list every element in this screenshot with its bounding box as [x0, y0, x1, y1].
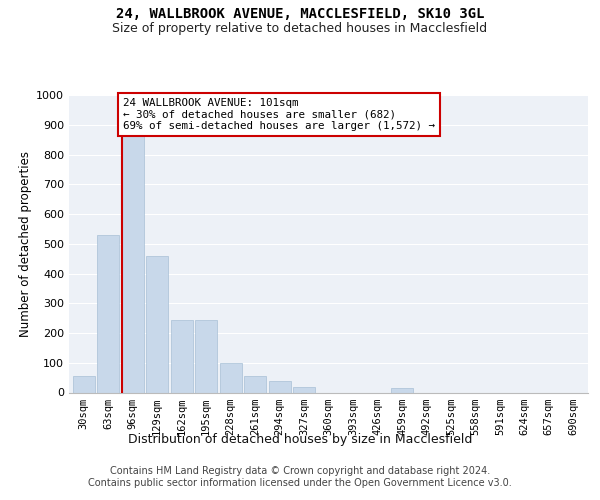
Text: Contains public sector information licensed under the Open Government Licence v3: Contains public sector information licen… [88, 478, 512, 488]
Bar [293, 387, 315, 392]
Text: 24, WALLBROOK AVENUE, MACCLESFIELD, SK10 3GL: 24, WALLBROOK AVENUE, MACCLESFIELD, SK10… [116, 8, 484, 22]
Y-axis label: Number of detached properties: Number of detached properties [19, 151, 32, 337]
Text: Contains HM Land Registry data © Crown copyright and database right 2024.: Contains HM Land Registry data © Crown c… [110, 466, 490, 476]
Text: Distribution of detached houses by size in Macclesfield: Distribution of detached houses by size … [128, 432, 472, 446]
Bar [97, 235, 119, 392]
Text: 24 WALLBROOK AVENUE: 101sqm
← 30% of detached houses are smaller (682)
69% of se: 24 WALLBROOK AVENUE: 101sqm ← 30% of det… [123, 98, 435, 131]
Bar [220, 363, 242, 392]
Bar [195, 320, 217, 392]
Bar [391, 388, 413, 392]
Bar [269, 380, 290, 392]
Bar [146, 256, 168, 392]
Bar [244, 376, 266, 392]
Bar [122, 113, 143, 392]
Bar [170, 320, 193, 392]
Bar [73, 376, 95, 392]
Text: Size of property relative to detached houses in Macclesfield: Size of property relative to detached ho… [112, 22, 488, 35]
